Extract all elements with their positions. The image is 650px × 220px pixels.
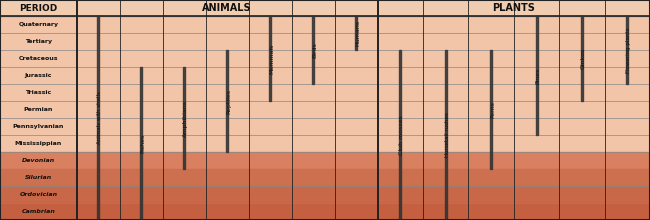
Bar (0, 16, 650, 33)
Bar (0, 152, 650, 169)
Bar (536, 16, 538, 135)
Bar (269, 16, 271, 101)
Bar (98, 16, 99, 220)
Text: Amphibians: Amphibians (183, 99, 188, 136)
Bar (0, 33, 650, 50)
Text: Humans: Humans (355, 20, 360, 46)
Text: Animals with shells: Animals with shells (98, 92, 102, 145)
Bar (581, 16, 583, 101)
Bar (140, 67, 142, 220)
Bar (0, 169, 650, 186)
Bar (0, 186, 650, 203)
Bar (355, 16, 358, 50)
Text: Tertiary: Tertiary (25, 39, 52, 44)
Bar (0, 84, 650, 101)
Text: Ordovician: Ordovician (20, 192, 57, 197)
Text: Ginkos: Ginkos (581, 48, 586, 69)
Bar (0, 118, 650, 135)
Text: Horsetail rushes: Horsetail rushes (445, 113, 450, 157)
Text: Club mosses: Club mosses (399, 115, 404, 155)
Bar (0, 203, 650, 220)
Bar (226, 50, 228, 152)
Text: Permian: Permian (23, 107, 53, 112)
Text: Cretaceous: Cretaceous (19, 56, 58, 61)
Text: ANIMALS: ANIMALS (202, 3, 252, 13)
Bar (0, 0, 650, 16)
Text: Fishes: Fishes (140, 134, 145, 153)
Text: Reptiles: Reptiles (226, 88, 231, 114)
Bar (183, 67, 185, 169)
Bar (399, 50, 402, 220)
Bar (445, 50, 447, 220)
Text: Jurassic: Jurassic (25, 73, 52, 78)
Text: Triassic: Triassic (25, 90, 51, 95)
Bar (627, 16, 629, 84)
Text: PLANTS: PLANTS (493, 3, 536, 13)
Bar (0, 135, 650, 152)
Text: Pennsylvanian: Pennsylvanian (12, 124, 64, 129)
Bar (0, 67, 650, 84)
Bar (490, 50, 492, 169)
Text: Quaternary: Quaternary (18, 22, 58, 27)
Text: Silurian: Silurian (25, 175, 52, 180)
Text: Devonian: Devonian (21, 158, 55, 163)
Text: Ferns: Ferns (490, 101, 495, 118)
Text: PERIOD: PERIOD (20, 4, 57, 13)
Text: Flowering plants: Flowering plants (627, 27, 631, 73)
Bar (0, 101, 650, 118)
Text: Mammals: Mammals (269, 43, 274, 74)
Text: Cambrian: Cambrian (21, 209, 55, 214)
Text: Mississippian: Mississippian (15, 141, 62, 146)
Bar (312, 16, 314, 84)
Text: Pines: Pines (536, 67, 541, 84)
Bar (0, 50, 650, 67)
Text: Birds: Birds (312, 42, 317, 58)
